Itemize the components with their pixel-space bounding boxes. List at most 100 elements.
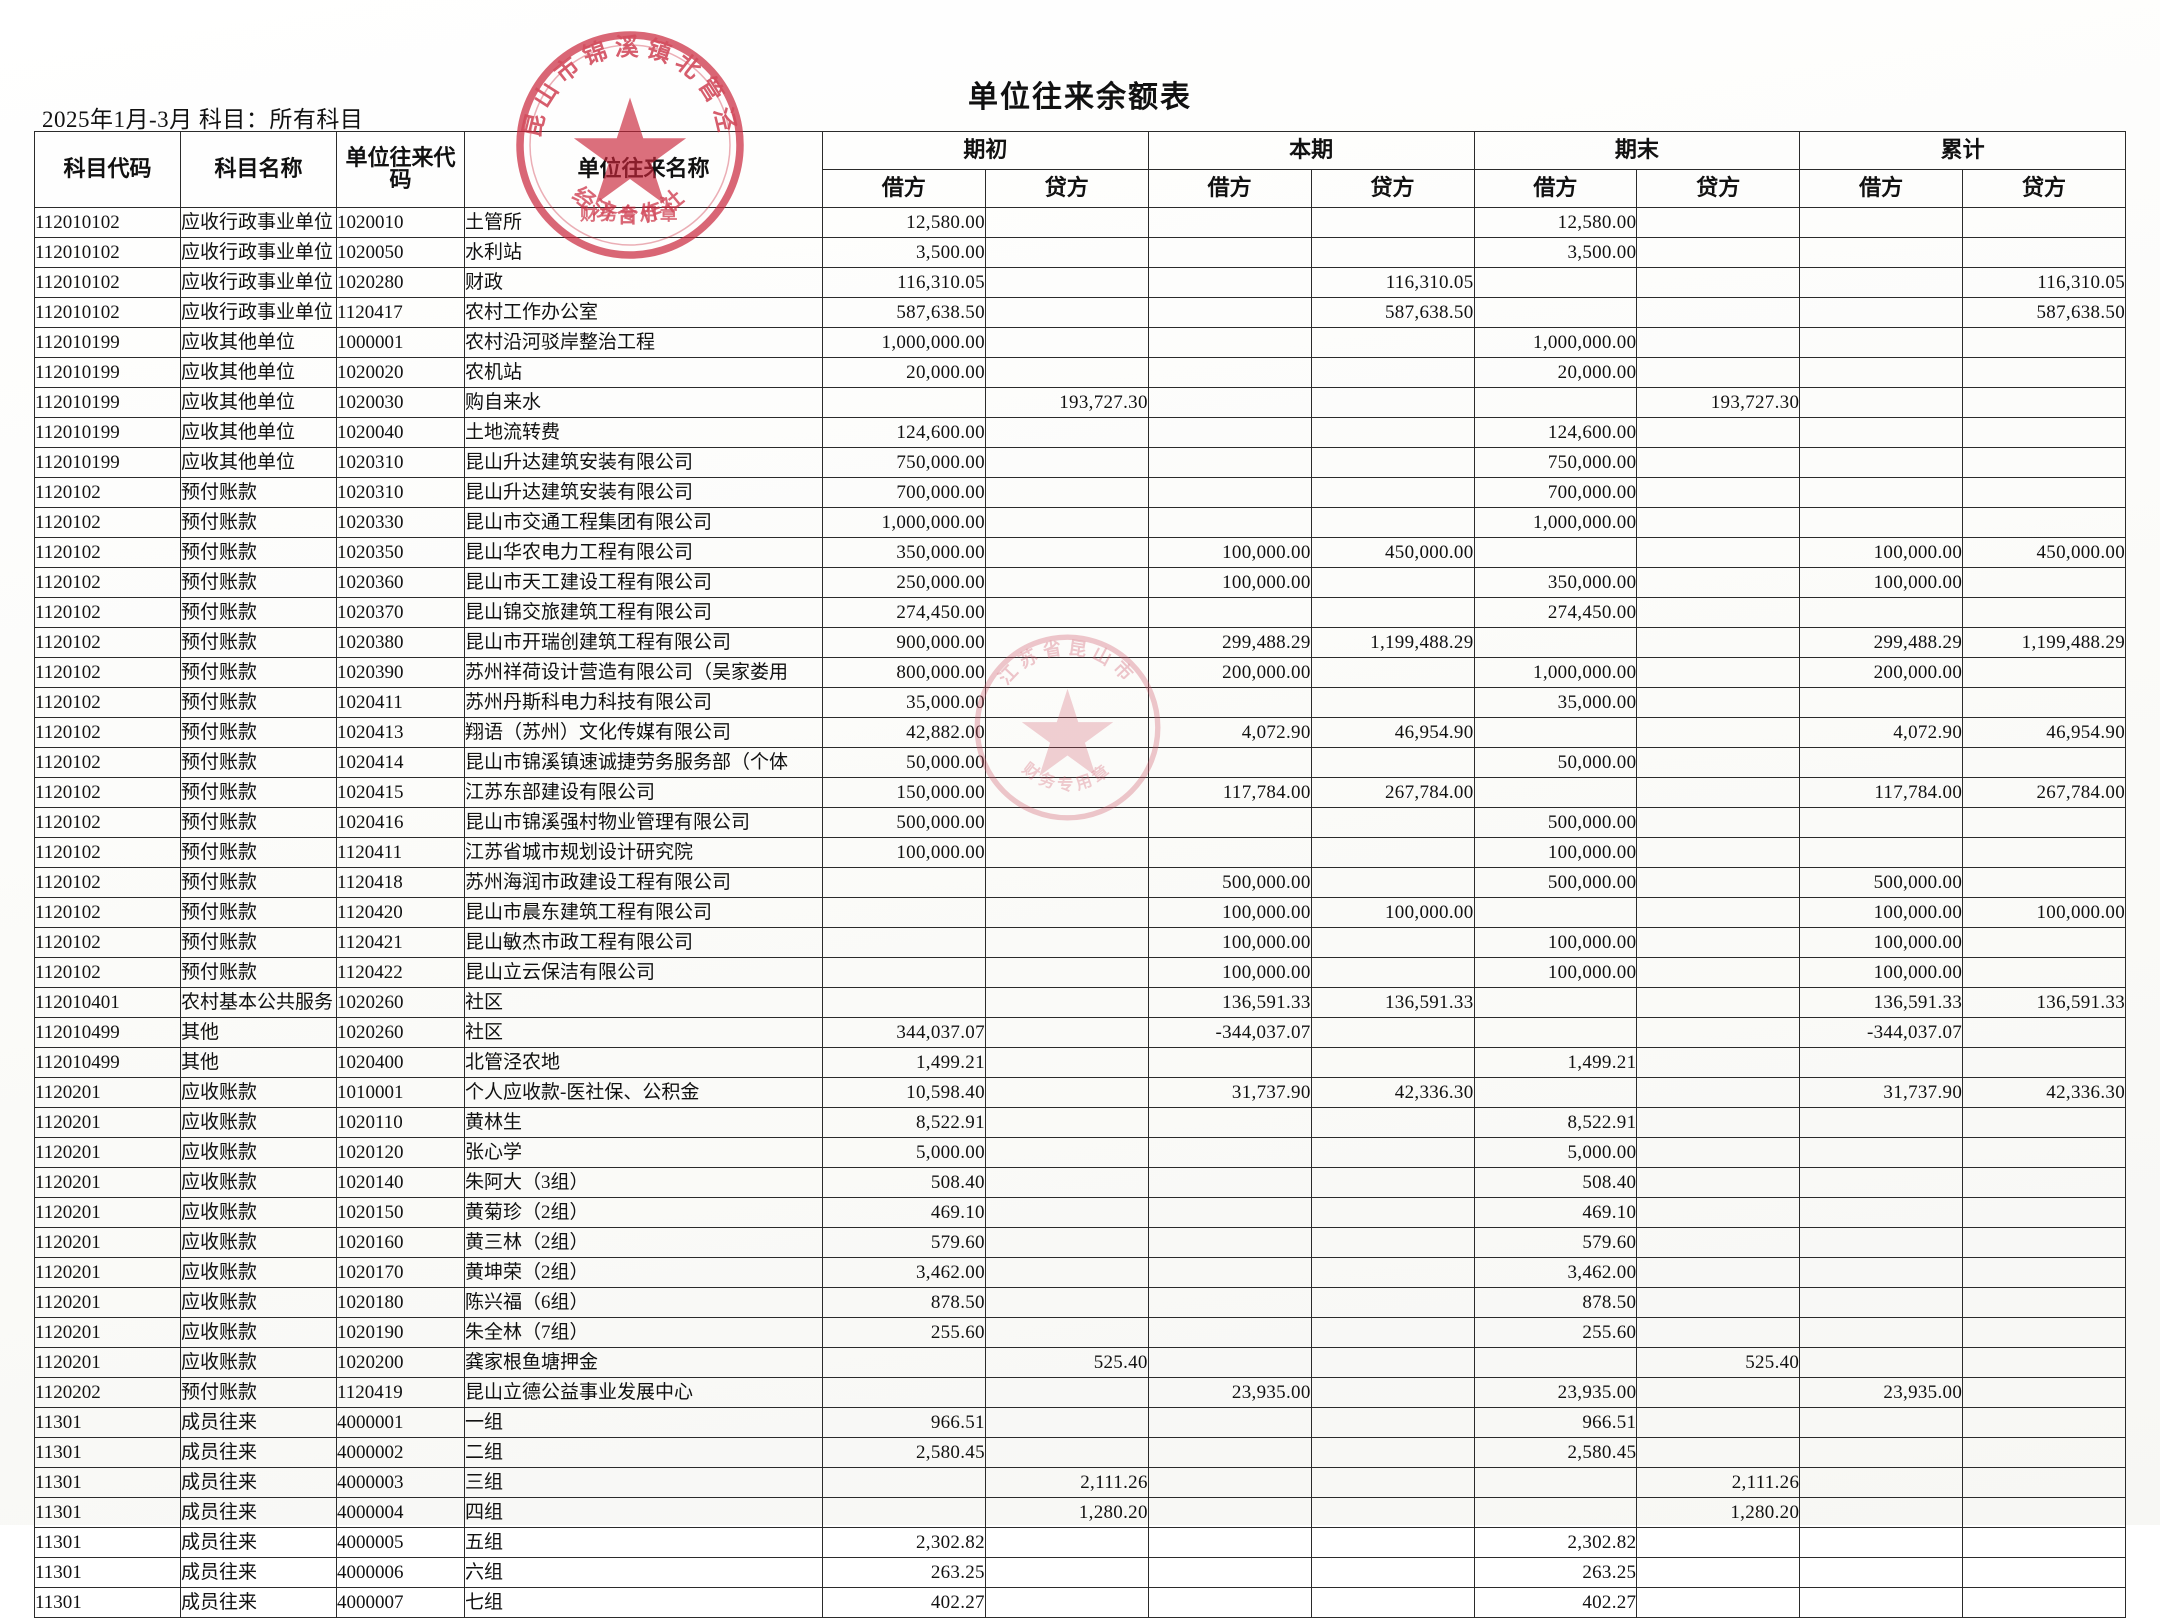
cell-closing-credit (1636, 207, 1801, 238)
cell-unit-code: 1020140 (336, 1167, 465, 1198)
cell-unit-code: 1020050 (336, 237, 465, 268)
cell-opening-credit: 2,111.26 (984, 1467, 1149, 1498)
cell-cumulative-credit (1962, 837, 2126, 868)
header-row-group: 科目代码 科目名称 单位往来代码 单位往来名称 期初 本期 期末 累计 (34, 131, 2126, 208)
cell-current-credit: 587,638.50 (1310, 297, 1475, 328)
cell-cumulative-credit (1962, 957, 2126, 988)
cell-current-debit: 100,000.00 (1147, 957, 1312, 988)
cell-unit-name: 七组 (464, 1587, 823, 1618)
cell-subject-name: 农村基本公共服务 (180, 987, 337, 1018)
cell-opening-credit (984, 297, 1149, 328)
cell-unit-name: 朱阿大（3组） (464, 1167, 823, 1198)
cell-closing-credit (1636, 477, 1801, 508)
cell-closing-debit (1473, 897, 1638, 928)
cell-unit-name: 农机站 (464, 357, 823, 388)
cell-unit-name: 社区 (464, 1017, 823, 1048)
cell-closing-credit (1636, 1167, 1801, 1198)
cell-opening-debit: 579.60 (822, 1227, 986, 1258)
cell-unit-name: 黄三林（2组） (464, 1227, 823, 1258)
cell-closing-credit (1636, 357, 1801, 388)
cell-subject-name: 预付账款 (180, 867, 337, 898)
cell-unit-code: 4000005 (336, 1527, 465, 1558)
cell-current-debit: 23,935.00 (1147, 1377, 1312, 1408)
cell-current-credit (1310, 1257, 1475, 1288)
cell-closing-credit (1636, 237, 1801, 268)
cell-closing-credit (1636, 657, 1801, 688)
table-row: 112010199 应收其他单位 1020030 购自来水 193,727.30 193,… (34, 387, 2126, 418)
table-row: 112010499 其他 1020400 北管泾农地 1,499.21 1,499.21 (34, 1047, 2126, 1078)
table-row: 11301 成员往来 4000004 四组 1,280.20 1,280.20 (34, 1497, 2126, 1528)
cell-cumulative-debit (1799, 1287, 1964, 1318)
cell-opening-credit (984, 657, 1149, 688)
cell-current-debit (1147, 267, 1312, 298)
cell-unit-code: 1020020 (336, 357, 465, 388)
header-opening-debit: 借方 (822, 169, 986, 208)
cell-unit-name: 昆山升达建筑安装有限公司 (464, 477, 823, 508)
cell-subject-code: 112010199 (34, 357, 181, 388)
cell-unit-name: 翔语（苏州）文化传媒有限公司 (464, 717, 823, 748)
cell-subject-name: 成员往来 (180, 1407, 337, 1438)
cell-closing-debit (1473, 627, 1638, 658)
table-row: 1120201 应收账款 1020140 朱阿大（3组） 508.40 508.40 (34, 1167, 2126, 1198)
cell-closing-debit: 35,000.00 (1473, 687, 1638, 718)
cell-cumulative-debit (1799, 687, 1964, 718)
cell-closing-debit: 124,600.00 (1473, 417, 1638, 448)
cell-current-credit (1310, 237, 1475, 268)
cell-closing-debit: 100,000.00 (1473, 837, 1638, 868)
cell-subject-name: 应收行政事业单位 (180, 237, 337, 268)
cell-subject-name: 预付账款 (180, 537, 337, 568)
cell-opening-debit: 1,499.21 (822, 1047, 986, 1078)
cell-closing-credit (1636, 687, 1801, 718)
cell-current-debit (1147, 1107, 1312, 1138)
cell-closing-credit (1636, 267, 1801, 298)
cell-cumulative-credit (1962, 1467, 2126, 1498)
cell-cumulative-credit (1962, 1437, 2126, 1468)
cell-subject-name: 应收账款 (180, 1197, 337, 1228)
cell-cumulative-debit (1799, 837, 1964, 868)
cell-subject-name: 应收其他单位 (180, 447, 337, 478)
cell-subject-name: 应收行政事业单位 (180, 207, 337, 238)
cell-cumulative-credit: 587,638.50 (1962, 297, 2126, 328)
cell-current-debit (1147, 1557, 1312, 1588)
cell-unit-code: 1020260 (336, 987, 465, 1018)
cell-unit-code: 1120420 (336, 897, 465, 928)
cell-current-credit (1310, 1557, 1475, 1588)
cell-subject-code: 1120102 (34, 927, 181, 958)
table-row: 1120102 预付账款 1020350 昆山华农电力工程有限公司 350,000.00… (34, 537, 2126, 568)
cell-unit-name: 购自来水 (464, 387, 823, 418)
cell-cumulative-debit: 100,000.00 (1799, 567, 1964, 598)
cell-closing-credit (1636, 1137, 1801, 1168)
cell-subject-name: 预付账款 (180, 657, 337, 688)
cell-cumulative-credit: 116,310.05 (1962, 267, 2126, 298)
cell-current-debit: 136,591.33 (1147, 987, 1312, 1018)
cell-closing-debit: 1,000,000.00 (1473, 327, 1638, 358)
table-row: 112010199 应收其他单位 1020310 昆山升达建筑安装有限公司 750,00… (34, 447, 2126, 478)
cell-cumulative-credit (1962, 387, 2126, 418)
cell-opening-debit: 508.40 (822, 1167, 986, 1198)
table-row: 1120201 应收账款 1020150 黄菊珍（2组） 469.10 469.10 (34, 1197, 2126, 1228)
cell-subject-name: 成员往来 (180, 1527, 337, 1558)
header-group-opening: 期初 (822, 131, 1149, 170)
cell-unit-name: 朱全林（7组） (464, 1317, 823, 1348)
cell-opening-debit: 5,000.00 (822, 1137, 986, 1168)
cell-opening-credit (984, 1077, 1149, 1108)
cell-opening-credit: 193,727.30 (984, 387, 1149, 418)
cell-opening-credit (984, 417, 1149, 448)
cell-unit-name: 土管所 (464, 207, 823, 238)
cell-current-credit (1310, 657, 1475, 688)
cell-cumulative-debit (1799, 417, 1964, 448)
cell-current-credit (1310, 837, 1475, 868)
unit-transaction-balance-table: 科目代码 科目名称 单位往来代码 单位往来名称 期初 本期 期末 累计 借方 贷… (34, 131, 2126, 1618)
cell-subject-name: 预付账款 (180, 507, 337, 538)
cell-closing-debit: 966.51 (1473, 1407, 1638, 1438)
cell-cumulative-credit (1962, 687, 2126, 718)
cell-opening-credit (984, 597, 1149, 628)
cell-opening-credit (984, 777, 1149, 808)
cell-unit-name: 苏州丹斯科电力科技有限公司 (464, 687, 823, 718)
cell-current-debit: 117,784.00 (1147, 777, 1312, 808)
table-row: 1120102 预付账款 1020413 翔语（苏州）文化传媒有限公司 42,882.0… (34, 717, 2126, 748)
cell-subject-name: 预付账款 (180, 897, 337, 928)
cell-subject-code: 11301 (34, 1467, 181, 1498)
cell-opening-credit (984, 1227, 1149, 1258)
cell-subject-name: 应收行政事业单位 (180, 267, 337, 298)
